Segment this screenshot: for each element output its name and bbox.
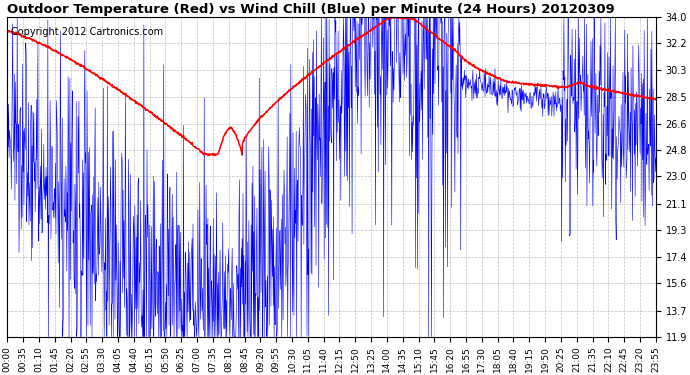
Text: Outdoor Temperature (Red) vs Wind Chill (Blue) per Minute (24 Hours) 20120309: Outdoor Temperature (Red) vs Wind Chill …: [8, 3, 615, 16]
Text: Copyright 2012 Cartronics.com: Copyright 2012 Cartronics.com: [10, 27, 163, 36]
